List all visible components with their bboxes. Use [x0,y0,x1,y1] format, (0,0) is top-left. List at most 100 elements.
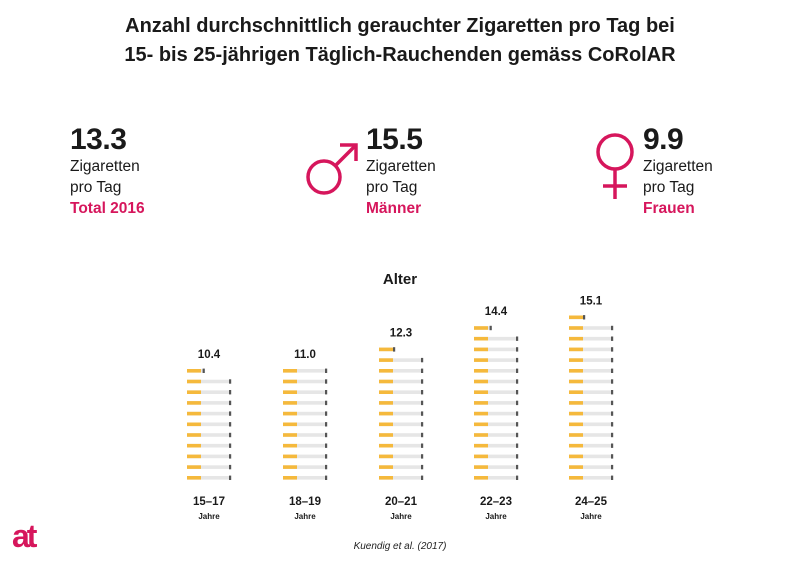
cigarette-icon [474,357,519,363]
cigarette-icon [187,368,205,373]
logo-text: at [12,520,38,554]
cigarette-icon [379,464,424,470]
cigarette-icon [379,443,424,448]
cigarette-icon [187,475,232,480]
stat-frauen-value: 9.9 [643,123,684,156]
cigarette-icon [474,464,519,470]
brand-logo: at [12,520,41,554]
stat-total: 13.3 Zigaretten pro Tag Total 2016 [70,124,145,219]
cigarette-icon [187,411,232,416]
cigarette-icon [569,432,614,438]
cigarette-icon [379,400,424,406]
stat-frauen-unit-line1: Zigaretten [643,158,713,175]
bar-15–17: 10.4 15–17 Jahre [187,349,232,521]
category-unit-label: Jahre [485,512,507,521]
cigarette-icon [474,400,519,406]
category-label: 22–23 [480,496,512,508]
cigarette-icon [379,432,424,438]
x-axis-label: Alter [382,271,418,288]
cigarette-icon [379,422,424,427]
cigarette-icon [283,432,328,438]
cigarette-icon [283,443,328,448]
cigarette-icon [379,454,424,459]
cigarette-icon [569,454,614,459]
cigarette-icon [474,347,519,352]
cigarette-icon [283,379,328,384]
category-unit-label: Jahre [390,512,412,521]
category-label: 18–19 [289,496,321,508]
stat-frauen: 9.9 Zigaretten pro Tag Frauen [643,124,713,219]
data-label: 12.3 [390,328,412,340]
bar-22–23: 14.4 22–23 Jahre [474,306,519,521]
cigarette-icon [474,379,519,384]
cigarette-icon [187,432,232,438]
cigarette-icon [187,464,232,470]
cigarette-icon [379,379,424,384]
cigarette-icon [474,422,519,427]
category-label: 24–25 [575,496,608,508]
cigarette-icon [379,368,424,373]
cigarette-icon [569,411,614,416]
cigarette-icon [569,379,614,384]
cigarette-icon [283,411,328,416]
category-label: 20–21 [385,496,418,508]
cigarette-icon [283,464,328,470]
cigarette-icon [569,464,614,470]
cigarette-icon [569,336,614,341]
cigarette-icon [283,368,328,373]
data-label: 10.4 [198,349,221,361]
stat-maenner-value: 15.5 [366,123,423,156]
title-line-1: Anzahl durchschnittlich gerauchter Zigar… [125,15,675,37]
stat-maenner-group: Männer [366,200,422,217]
cigarette-icon [187,390,232,395]
cigarette-icon [187,379,232,384]
cigarette-icon [474,454,519,459]
stat-maenner: 15.5 Zigaretten pro Tag Männer [366,124,436,219]
cigarette-icon [474,325,492,331]
cigarette-icon [474,390,519,395]
category-label: 15–17 [193,496,225,508]
cigarette-icon [187,400,232,406]
cigarette-icon [569,400,614,406]
cigarette-icon [283,400,328,406]
cigarette-icon [379,475,424,480]
cigarette-icon [569,390,614,395]
female-symbol-icon [596,133,634,199]
cigarette-icon [569,475,614,480]
cigarette-icon [379,347,396,352]
cigarette-icon [569,368,614,373]
stat-maenner-unit-line1: Zigaretten [366,158,436,175]
cigarette-icon [474,368,519,373]
cigarette-icon [569,422,614,427]
category-unit-label: Jahre [580,512,602,521]
cigarette-icon [474,411,519,416]
cigarette-icon [379,390,424,395]
cigarette-icon [474,443,519,448]
bar-18–19: 11.0 18–19 Jahre [283,349,328,521]
male-symbol-icon [306,143,358,195]
cigarette-icon [283,390,328,395]
bar-24–25: 15.1 24–25 Jahre [569,296,614,521]
cigarette-icon [474,432,519,438]
stat-maenner-unit-line2: pro Tag [366,179,418,196]
cigarette-icon [283,454,328,459]
cigarette-icon [187,422,232,427]
data-label: 14.4 [485,306,508,318]
cigarette-icon [379,357,424,363]
cigarette-icon [187,443,232,448]
category-unit-label: Jahre [294,512,316,521]
cigarette-icon [569,357,614,363]
cigarette-icon [283,475,328,480]
cigarette-icon [569,347,614,352]
stat-total-group: Total 2016 [70,200,145,217]
cigarette-icon [379,411,424,416]
stat-total-value: 13.3 [70,123,127,156]
cigarette-icon [569,325,614,331]
stat-frauen-group: Frauen [643,200,695,217]
cigarette-icon [569,315,586,320]
data-label: 15.1 [580,296,603,308]
cigarette-icon [474,336,519,341]
source-citation: Kuendig et al. (2017) [353,541,447,552]
stat-total-unit-line1: Zigaretten [70,158,140,175]
